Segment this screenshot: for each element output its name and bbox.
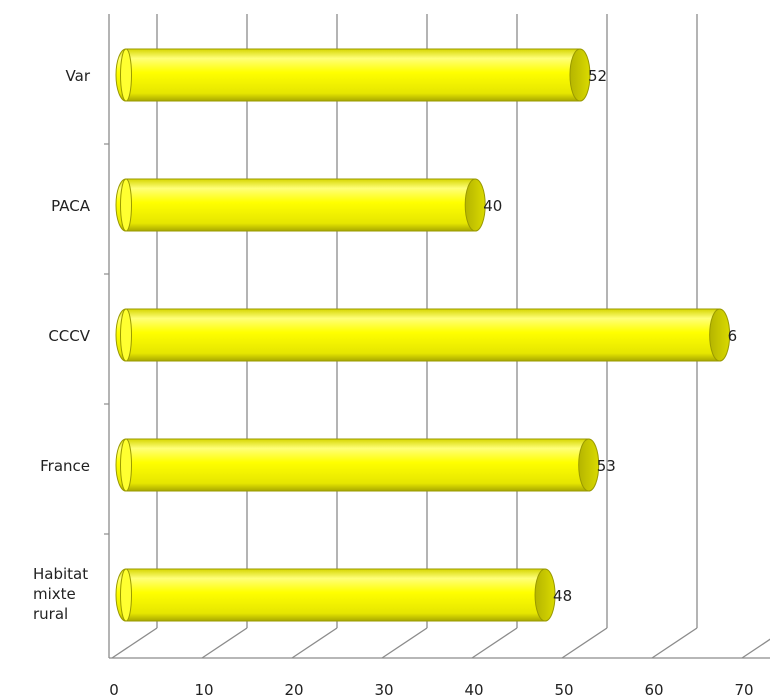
bar-end-cap <box>464 178 486 232</box>
category-label: CCCV <box>48 327 90 345</box>
category-label: Habitat mixte rural <box>33 565 88 623</box>
floor-gridline <box>111 627 158 659</box>
bar-start-cap <box>120 48 132 102</box>
floor-gridline <box>561 627 608 659</box>
x-tick-label: 40 <box>464 681 483 697</box>
bar-start-cap <box>120 178 132 232</box>
bar <box>115 568 546 622</box>
data-label: 40 <box>483 197 502 215</box>
category-label: Var <box>66 67 91 85</box>
data-label: 6 <box>728 327 738 345</box>
bar-start-cap <box>120 308 132 362</box>
axes <box>104 14 770 659</box>
labels: 0 10 20 30 40 50 60 70 52 Var 40 PACA 6 CCCV 53 France 4… <box>33 67 754 697</box>
x-tick-label: 20 <box>284 681 303 697</box>
bar <box>115 438 590 492</box>
x-tick-label: 70 <box>734 681 753 697</box>
bar-start-cap <box>120 438 132 492</box>
bar <box>115 48 581 102</box>
x-tick-label: 10 <box>194 681 213 697</box>
floor-gridline <box>741 638 770 659</box>
floor-gridline <box>471 627 518 659</box>
bar <box>115 308 721 362</box>
floor-gridline <box>381 627 428 659</box>
category-label: France <box>40 457 90 475</box>
data-label: 48 <box>553 587 572 605</box>
bars <box>115 48 731 622</box>
floor-gridline <box>651 627 698 659</box>
bar-end-cap <box>569 48 591 102</box>
data-label: 53 <box>597 457 616 475</box>
bar-end-cap <box>534 568 556 622</box>
bar <box>115 178 476 232</box>
bar-end-cap <box>578 438 600 492</box>
floor-gridline <box>291 627 338 659</box>
bar-end-cap <box>709 308 731 362</box>
x-tick-label: 50 <box>554 681 573 697</box>
x-tick-label: 60 <box>644 681 663 697</box>
x-tick-label: 0 <box>109 681 119 697</box>
floor-gridline <box>201 627 248 659</box>
bar-start-cap <box>120 568 132 622</box>
data-label: 52 <box>588 67 607 85</box>
category-label: PACA <box>51 197 91 215</box>
x-tick-label: 30 <box>374 681 393 697</box>
